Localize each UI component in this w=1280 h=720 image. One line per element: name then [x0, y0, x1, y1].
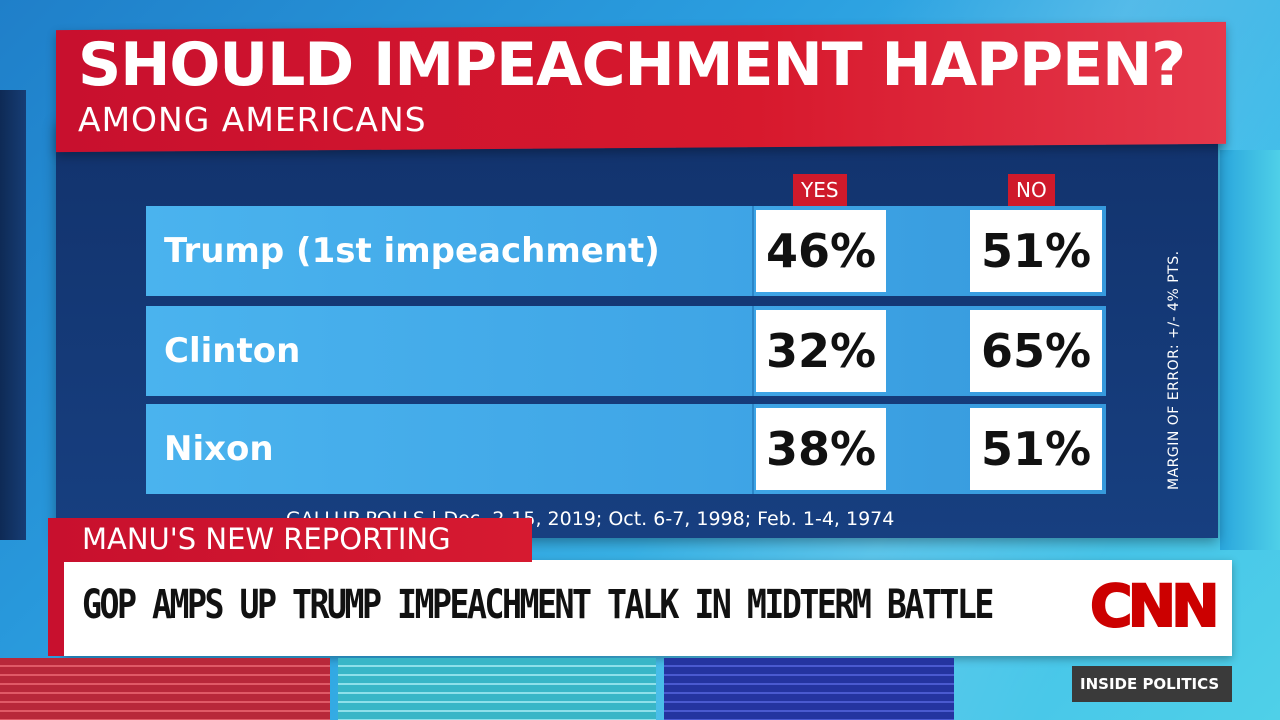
decorative-stripe-red [0, 658, 330, 720]
graphic-title: SHOULD IMPEACHMENT HAPPEN? [78, 30, 1186, 100]
no-value: 51% [970, 210, 1102, 292]
row-divider [752, 404, 754, 494]
show-tag [1072, 666, 1232, 702]
poll-row-nixon: Nixon 38% 51% [146, 404, 1106, 494]
poll-row-clinton: Clinton 32% 65% [146, 306, 1106, 396]
headline: GOP AMPS UP TRUMP IMPEACHMENT TALK IN MI… [82, 582, 994, 628]
row-label: Clinton [164, 331, 301, 371]
show-name: INSIDE POLITICS [1080, 675, 1220, 693]
poll-row-trump: Trump (1st impeachment) 46% 51% [146, 206, 1106, 296]
yes-value: 46% [756, 210, 886, 292]
no-value: 51% [970, 408, 1102, 490]
decorative-stripe-teal [338, 658, 656, 720]
row-divider [752, 206, 754, 296]
row-divider [752, 306, 754, 396]
lower-third [64, 560, 1232, 656]
column-header-no: NO [1008, 174, 1055, 206]
cnn-logo: CNN [1089, 571, 1221, 641]
yes-value: 32% [756, 310, 886, 392]
lower-third-accent [48, 560, 64, 656]
graphic-subtitle: AMONG AMERICANS [78, 100, 427, 139]
reporting-tag [48, 518, 532, 562]
reporting-tag-text: MANU'S NEW REPORTING [82, 522, 451, 556]
yes-value: 38% [756, 408, 886, 490]
row-label: Trump (1st impeachment) [164, 231, 660, 271]
right-edge [1220, 150, 1280, 550]
margin-of-error: MARGIN OF ERROR: +/- 4% PTS. [1166, 250, 1182, 490]
row-label: Nixon [164, 429, 274, 469]
decorative-stripe-blue [664, 658, 954, 720]
left-pillar [0, 90, 26, 540]
column-header-yes: YES [793, 174, 847, 206]
no-value: 65% [970, 310, 1102, 392]
